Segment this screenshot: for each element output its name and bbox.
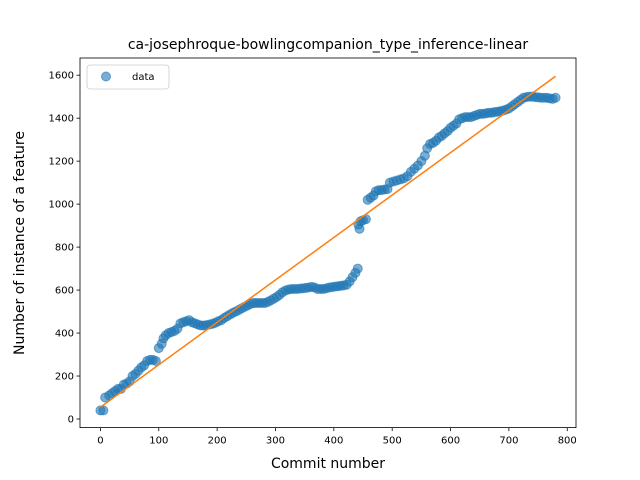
x-tick-label: 700 xyxy=(499,436,518,447)
x-tick-label: 300 xyxy=(266,436,285,447)
y-tick-label: 0 xyxy=(68,415,74,426)
legend-box xyxy=(86,64,170,90)
x-tick-label: 0 xyxy=(97,436,103,447)
y-tick-label: 1600 xyxy=(49,71,74,82)
x-tick-label: 500 xyxy=(383,436,402,447)
chart-title: ca-josephroque-bowlingcompanion_type_inf… xyxy=(128,37,529,53)
y-axis-ticks: 0 200 400 600 800 1000 1200 1400 1600 xyxy=(49,71,80,426)
y-tick-label: 800 xyxy=(55,243,74,254)
x-axis-label: Commit number xyxy=(271,456,385,472)
x-tick-label: 400 xyxy=(324,436,343,447)
y-axis-label: Number of instance of a feature xyxy=(12,131,28,355)
legend-marker-data xyxy=(101,71,111,82)
x-tick-label: 100 xyxy=(149,436,168,447)
legend-label-data: data xyxy=(132,72,155,83)
plot-area xyxy=(95,75,561,416)
data-point xyxy=(150,355,161,366)
y-tick-label: 1000 xyxy=(49,200,74,211)
y-tick-label: 400 xyxy=(55,329,74,340)
x-axis-ticks: 0 100 200 300 400 500 600 700 800 xyxy=(97,427,577,447)
legend: data xyxy=(86,64,170,90)
x-tick-label: 800 xyxy=(558,436,577,447)
x-tick-label: 600 xyxy=(441,436,460,447)
x-tick-label: 200 xyxy=(208,436,227,447)
y-tick-label: 600 xyxy=(55,286,74,297)
data-point xyxy=(98,405,109,416)
y-tick-label: 1400 xyxy=(49,114,74,125)
fit-line xyxy=(99,75,557,408)
y-tick-label: 1200 xyxy=(49,157,74,168)
data-point xyxy=(352,263,363,274)
axes-frame xyxy=(79,57,577,429)
y-tick-label: 200 xyxy=(55,372,74,383)
data-point xyxy=(550,92,561,103)
